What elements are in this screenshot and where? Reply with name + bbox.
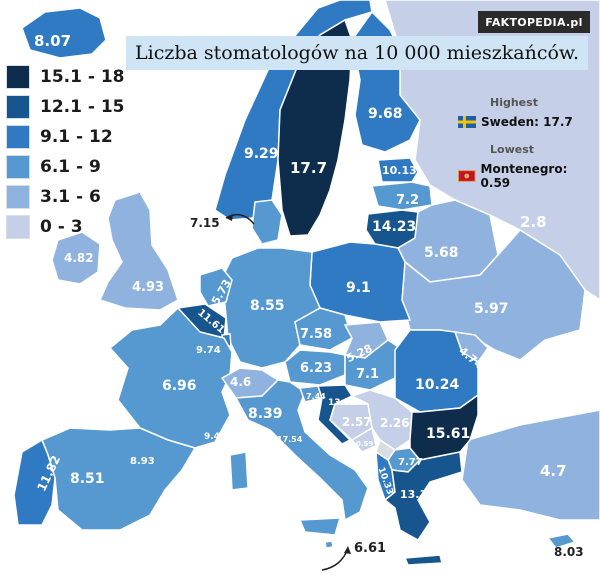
legend-swatch <box>6 155 30 179</box>
label-russia: 2.8 <box>520 213 547 231</box>
label-norway: 9.29 <box>244 146 279 162</box>
legend-label: 15.1 - 18 <box>40 67 125 87</box>
label-bosnia: 2.57 <box>342 415 372 429</box>
label-montenegro: 0.59 <box>356 440 373 448</box>
label-greece: 13.17 <box>400 488 435 501</box>
label-malta: 6.61 <box>354 541 386 556</box>
region-cyprus <box>546 533 577 549</box>
label-austria: 6.23 <box>300 361 332 376</box>
label-luxembourg: 9.74 <box>196 345 221 356</box>
label-belarus: 5.68 <box>424 245 459 261</box>
label-san-marino: 17.54 <box>277 435 303 444</box>
legend-swatch <box>6 125 30 149</box>
lowest-value: Montenegro: 0.59 <box>480 162 568 190</box>
label-lithuania: 14.23 <box>372 219 416 235</box>
denmark-pointer-head <box>226 214 233 221</box>
label-andorra: 8.93 <box>130 456 155 467</box>
legend: 15.1 - 18 12.1 - 15 9.1 - 12 6.1 - 9 3.1… <box>6 62 125 242</box>
legend-swatch <box>6 65 30 89</box>
legend-item: 0 - 3 <box>6 212 125 242</box>
page-title: Liczba stomatologów na 10 000 mieszkańcó… <box>135 42 579 64</box>
title-banner: Liczba stomatologów na 10 000 mieszkańcó… <box>126 36 588 70</box>
legend-swatch <box>6 95 30 119</box>
region-denmark <box>251 199 283 245</box>
label-poland: 9.1 <box>346 280 371 296</box>
region-romania <box>394 329 479 413</box>
malta-pointer-head <box>344 546 351 554</box>
region-turkey <box>461 409 600 521</box>
legend-item: 12.1 - 15 <box>6 92 125 122</box>
legend-item: 6.1 - 9 <box>6 152 125 182</box>
stats-panel: Highest Sweden: 17.7 Lowest Montenegro: … <box>458 96 598 204</box>
legend-item: 9.1 - 12 <box>6 122 125 152</box>
region-sicily <box>298 517 342 536</box>
label-spain: 8.51 <box>70 471 105 487</box>
legend-label: 0 - 3 <box>40 217 83 237</box>
region-crete <box>403 554 443 566</box>
label-ukraine: 5.97 <box>474 301 509 317</box>
label-turkey: 4.7 <box>540 462 567 480</box>
label-romania: 10.24 <box>415 377 460 393</box>
label-ireland: 4.82 <box>64 251 94 265</box>
region-spain <box>41 427 197 531</box>
label-north-macedonia: 7.77 <box>398 457 423 468</box>
label-slovenia: 7.44 <box>306 392 326 401</box>
legend-label: 6.1 - 9 <box>40 157 101 177</box>
sweden-flag-icon <box>458 116 476 128</box>
legend-label: 12.1 - 15 <box>40 97 125 117</box>
region-italy <box>234 379 369 522</box>
legend-item: 15.1 - 18 <box>6 62 125 92</box>
label-uk: 4.93 <box>132 280 164 295</box>
label-germany: 8.55 <box>250 298 285 314</box>
legend-label: 9.1 - 12 <box>40 127 113 147</box>
label-croatia: 13.51 <box>328 398 356 408</box>
label-iceland: 8.07 <box>34 32 71 50</box>
highest-value: Sweden: 17.7 <box>481 115 573 129</box>
montenegro-flag-icon <box>458 170 476 182</box>
region-montenegro <box>350 426 377 453</box>
region-malta <box>324 540 334 549</box>
legend-swatch <box>6 185 30 209</box>
label-france: 6.96 <box>162 378 197 394</box>
region-greece <box>383 451 463 541</box>
label-switzerland: 4.6 <box>230 375 251 389</box>
label-hungary: 7.1 <box>356 367 379 382</box>
region-iceland <box>21 7 107 59</box>
label-bulgaria: 15.61 <box>426 426 470 442</box>
faktopedia-watermark: FAKTOPEDIA.pl <box>478 11 590 33</box>
region-netherlands <box>199 267 233 307</box>
region-ireland <box>51 231 101 285</box>
lowest-heading: Lowest <box>490 143 534 156</box>
region-uk <box>98 191 179 311</box>
label-finland: 9.68 <box>368 106 403 122</box>
highest-row: Sweden: 17.7 <box>458 115 598 129</box>
label-denmark: 7.15 <box>190 216 220 230</box>
lowest-row: Montenegro: 0.59 <box>458 162 598 190</box>
label-italy: 8.39 <box>248 406 283 422</box>
label-serbia: 2.26 <box>380 416 410 430</box>
label-sweden: 17.7 <box>290 159 327 177</box>
region-serbia <box>350 389 413 451</box>
region-portugal <box>13 438 56 526</box>
label-monaco: 9.49 <box>204 432 226 442</box>
label-cyprus: 8.03 <box>554 545 584 559</box>
region-estonia <box>377 157 419 183</box>
region-sardinia <box>229 451 249 491</box>
region-bulgaria <box>409 393 479 461</box>
highest-heading: Highest <box>490 96 538 109</box>
label-czechia: 7.58 <box>300 327 332 342</box>
legend-swatch <box>6 215 30 239</box>
label-estonia: 10.13 <box>382 164 417 177</box>
label-latvia: 7.2 <box>396 193 419 208</box>
legend-item: 3.1 - 6 <box>6 182 125 212</box>
legend-label: 3.1 - 6 <box>40 187 101 207</box>
